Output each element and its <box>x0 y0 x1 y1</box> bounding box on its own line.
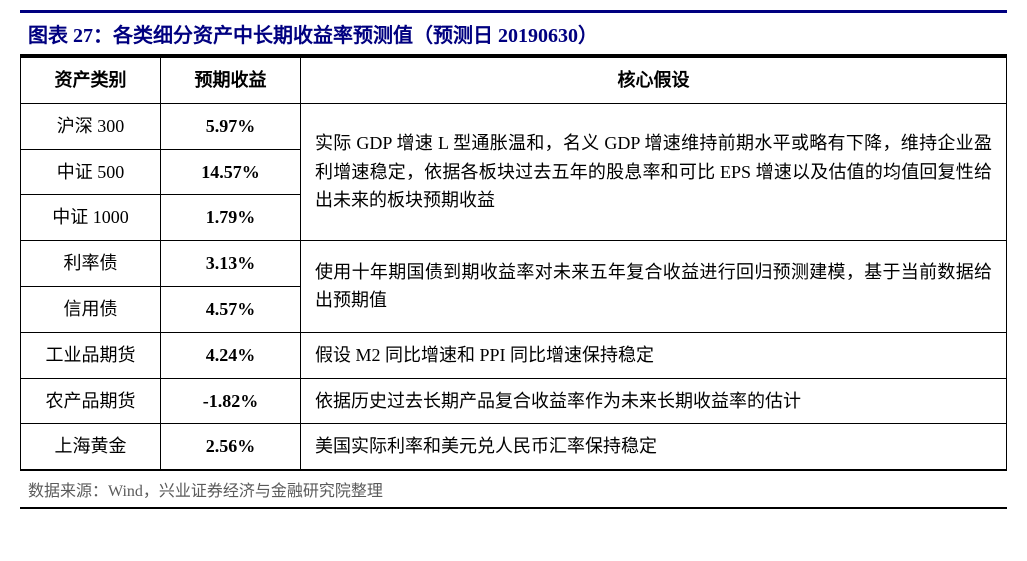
table-row: 沪深 3005.97%实际 GDP 增速 L 型通胀温和，名义 GDP 增速维持… <box>21 103 1007 149</box>
asset-cell: 中证 1000 <box>21 195 161 241</box>
forecast-table: 资产类别 预期收益 核心假设 沪深 3005.97%实际 GDP 增速 L 型通… <box>20 56 1007 471</box>
assumption-cell: 假设 M2 同比增速和 PPI 同比增速保持稳定 <box>301 332 1007 378</box>
return-cell: 4.24% <box>161 332 301 378</box>
data-source: 数据来源：Wind，兴业证券经济与金融研究院整理 <box>20 471 1007 509</box>
asset-cell: 农产品期货 <box>21 378 161 424</box>
table-row: 工业品期货4.24%假设 M2 同比增速和 PPI 同比增速保持稳定 <box>21 332 1007 378</box>
header-asset: 资产类别 <box>21 57 161 103</box>
asset-cell: 工业品期货 <box>21 332 161 378</box>
return-cell: 14.57% <box>161 149 301 195</box>
asset-cell: 信用债 <box>21 286 161 332</box>
header-return: 预期收益 <box>161 57 301 103</box>
assumption-cell: 使用十年期国债到期收益率对未来五年复合收益进行回归预测建模，基于当前数据给出预期… <box>301 241 1007 333</box>
return-cell: 2.56% <box>161 424 301 470</box>
table-row: 上海黄金2.56%美国实际利率和美元兑人民币汇率保持稳定 <box>21 424 1007 470</box>
assumption-cell: 实际 GDP 增速 L 型通胀温和，名义 GDP 增速维持前期水平或略有下降，维… <box>301 103 1007 240</box>
figure-title: 图表 27：各类细分资产中长期收益率预测值（预测日 20190630） <box>28 25 598 47</box>
return-cell: 5.97% <box>161 103 301 149</box>
figure-title-row: 图表 27：各类细分资产中长期收益率预测值（预测日 20190630） <box>20 10 1007 56</box>
table-header-row: 资产类别 预期收益 核心假设 <box>21 57 1007 103</box>
return-cell: 4.57% <box>161 286 301 332</box>
table-row: 利率债3.13%使用十年期国债到期收益率对未来五年复合收益进行回归预测建模，基于… <box>21 241 1007 287</box>
return-cell: 1.79% <box>161 195 301 241</box>
return-cell: -1.82% <box>161 378 301 424</box>
assumption-cell: 美国实际利率和美元兑人民币汇率保持稳定 <box>301 424 1007 470</box>
assumption-cell: 依据历史过去长期产品复合收益率作为未来长期收益率的估计 <box>301 378 1007 424</box>
asset-cell: 沪深 300 <box>21 103 161 149</box>
table-row: 农产品期货-1.82%依据历史过去长期产品复合收益率作为未来长期收益率的估计 <box>21 378 1007 424</box>
asset-cell: 上海黄金 <box>21 424 161 470</box>
return-cell: 3.13% <box>161 241 301 287</box>
figure-container: 图表 27：各类细分资产中长期收益率预测值（预测日 20190630） 资产类别… <box>20 10 1007 509</box>
asset-cell: 中证 500 <box>21 149 161 195</box>
asset-cell: 利率债 <box>21 241 161 287</box>
header-assumption: 核心假设 <box>301 57 1007 103</box>
